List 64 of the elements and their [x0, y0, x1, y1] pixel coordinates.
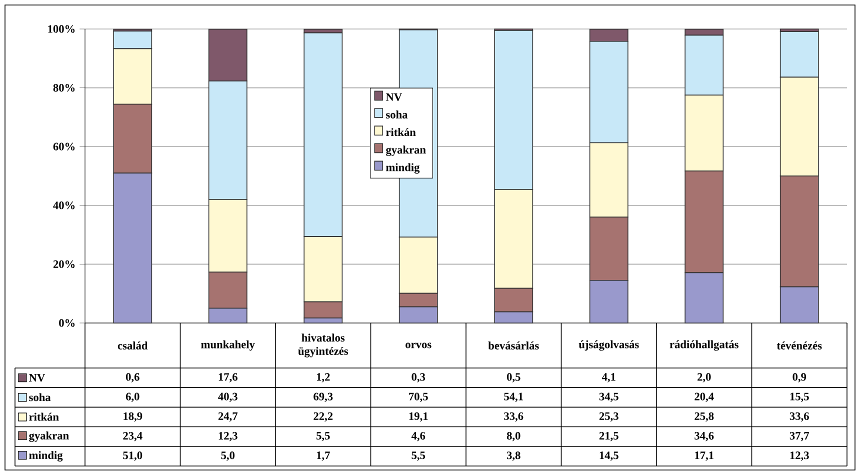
data-label: 25,8: [694, 412, 714, 422]
data-label: 2,0: [698, 373, 711, 382]
x-tick-label: hivatalos ügyintézés: [298, 334, 348, 358]
data-label: 8,0: [506, 432, 520, 442]
data-label: 54,1: [504, 392, 523, 402]
y-tick-label: 80%: [53, 84, 75, 92]
data-label: 6,0: [126, 392, 140, 402]
data-label: 12,3: [218, 432, 238, 442]
data-label: 0,5: [506, 373, 520, 382]
x-tick-label: tévénézés: [776, 341, 822, 350]
data-label: 1,7: [316, 452, 330, 461]
data-label: 34,5: [599, 392, 618, 402]
y-tick-label: 100%: [48, 25, 75, 33]
x-tick-label: munkahely: [201, 340, 255, 351]
text: NV: [29, 374, 46, 382]
data-label: 0,9: [792, 373, 806, 382]
data-label: 17,6: [218, 373, 238, 382]
data-label: 51,0: [123, 452, 142, 461]
data-label: 22,2: [314, 412, 333, 422]
data-label: 14,5: [600, 452, 618, 461]
legend-label: gyakran: [386, 146, 426, 156]
data-label: 70,5: [409, 392, 428, 402]
data-label: 18,9: [124, 412, 142, 422]
text: soha: [29, 393, 51, 402]
y-tick-label: 0%: [59, 319, 75, 327]
data-label: 33,6: [790, 412, 809, 422]
y-tick-label: 60%: [53, 142, 75, 150]
legend-label: soha: [386, 110, 408, 118]
text: mindig: [29, 451, 63, 462]
data-label: 19,1: [409, 412, 428, 422]
data-label: 5,5: [412, 452, 426, 461]
text: ritkán: [29, 412, 59, 421]
data-label: 0,6: [126, 373, 140, 382]
data-label: 21,5: [599, 432, 618, 442]
data-label: 33,6: [504, 412, 524, 422]
data-label: 20,4: [694, 392, 714, 402]
data-label: 5,5: [316, 432, 330, 442]
y-tick-label: 40%: [53, 202, 75, 210]
x-tick-label: újságolvasás: [578, 340, 639, 351]
data-label: 4,6: [411, 432, 426, 442]
data-label: 37,7: [790, 432, 810, 442]
data-label: 40,3: [218, 392, 238, 402]
data-label: 69,3: [314, 392, 333, 402]
y-tick-label: 20%: [53, 260, 75, 268]
legend-label: ritkán: [386, 128, 416, 136]
data-label: 25,3: [599, 412, 618, 422]
x-tick-label: család: [118, 341, 148, 350]
data-label: 24,7: [218, 412, 238, 422]
text: gyakran: [29, 431, 69, 442]
x-tick-label: orvos: [406, 342, 432, 348]
data-label: 5,0: [221, 452, 235, 461]
data-label: 34,6: [694, 432, 714, 442]
data-label: 3,8: [506, 452, 520, 461]
legend-label: NV: [386, 93, 402, 101]
data-label: 0,3: [412, 373, 426, 382]
data-label: 17,1: [695, 452, 714, 461]
x-tick-label: bevásárlás: [488, 341, 539, 350]
data-label: 15,5: [790, 392, 809, 402]
data-label: 23,4: [123, 432, 142, 442]
x-tick-label: rádióhallgatás: [670, 340, 738, 351]
legend-label: mindig: [386, 163, 420, 174]
data-label: 4,1: [602, 373, 616, 382]
data-label: 12,3: [790, 452, 809, 461]
data-label: 1,2: [316, 373, 330, 382]
